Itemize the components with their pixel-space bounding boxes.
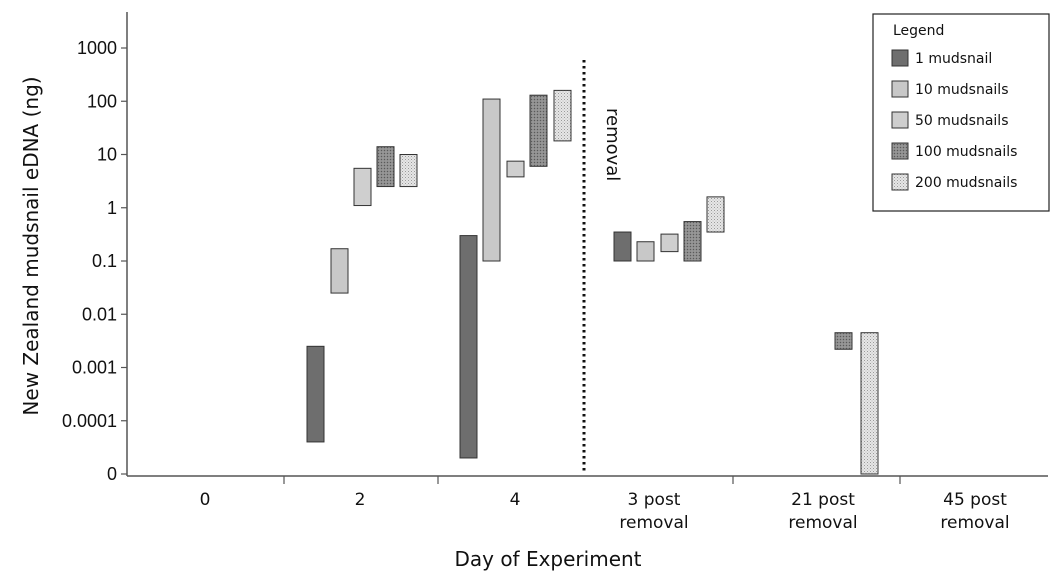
range-bar <box>482 98 501 262</box>
y-tick-label: 0.0001 <box>62 411 117 431</box>
range-bar <box>330 248 349 294</box>
legend-label: 10 mudsnails <box>915 82 1008 98</box>
range-bar <box>613 231 632 262</box>
x-tick-label: removal <box>940 513 1009 533</box>
x-tick-label: 4 <box>510 490 521 510</box>
range-bar <box>834 332 853 350</box>
legend-swatch <box>891 49 909 67</box>
range-bar <box>683 221 702 262</box>
range-bar <box>860 332 879 475</box>
y-tick-label: 0.1 <box>92 251 117 271</box>
range-bar <box>376 146 395 188</box>
legend: Legend 1 mudsnail 10 mudsnails 50 mudsnail… <box>872 13 1050 212</box>
x-ticks: 0 2 4 3 post removal 21 post removal 45 post rem… <box>200 476 1010 533</box>
x-tick-label: 3 post <box>628 490 681 510</box>
legend-label: 100 mudsnails <box>915 144 1017 160</box>
legend-swatch <box>891 142 909 160</box>
legend-label: 50 mudsnails <box>915 113 1008 129</box>
y-tick-label: 1 <box>107 198 117 218</box>
bars <box>306 89 879 475</box>
range-bar <box>459 235 478 459</box>
range-bar <box>353 167 372 207</box>
range-bar <box>529 94 548 167</box>
legend-label: 200 mudsnails <box>915 175 1017 191</box>
x-tick-label: 21 post <box>791 490 855 510</box>
range-bar <box>506 160 525 178</box>
legend-title: Legend <box>893 23 944 39</box>
range-bar <box>706 196 725 233</box>
x-tick-label: 0 <box>200 490 211 510</box>
y-ticks: 0 0.0001 0.001 0.01 0.1 1 10 100 1000 <box>62 38 127 484</box>
y-tick-label: 0.001 <box>72 358 117 378</box>
x-tick-label: removal <box>619 513 688 533</box>
range-bar <box>660 233 679 253</box>
range-bar <box>399 154 418 188</box>
x-tick-label: 2 <box>355 490 366 510</box>
y-tick-label: 1000 <box>77 38 117 58</box>
legend-label: 1 mudsnail <box>915 51 992 67</box>
removal-annotation: removal <box>602 108 623 181</box>
legend-swatch <box>891 80 909 98</box>
y-tick-label: 10 <box>97 145 117 165</box>
range-bar <box>636 241 655 262</box>
y-tick-label: 100 <box>87 91 117 111</box>
axes <box>126 12 1048 477</box>
y-axis-title: New Zealand mudsnail eDNA (ng) <box>19 76 43 415</box>
y-tick-label: 0 <box>107 464 117 484</box>
x-tick-label: removal <box>788 513 857 533</box>
legend-swatch <box>891 173 909 191</box>
range-bar <box>553 89 572 142</box>
range-bar <box>306 345 325 443</box>
y-tick-label: 0.01 <box>82 304 117 324</box>
legend-swatch <box>891 111 909 129</box>
x-axis-title: Day of Experiment <box>454 547 641 571</box>
x-tick-label: 45 post <box>943 490 1007 510</box>
